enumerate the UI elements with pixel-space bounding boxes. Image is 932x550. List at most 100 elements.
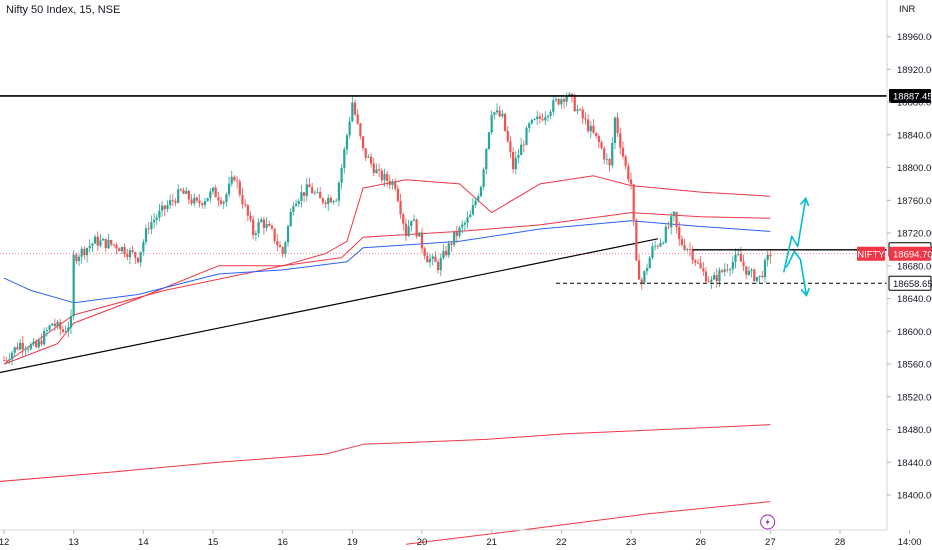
candle-body [680, 239, 684, 246]
replay-icon[interactable] [760, 514, 776, 530]
candle-body [712, 275, 716, 280]
price-tag [889, 88, 931, 103]
candle-body [584, 118, 587, 120]
candle-body [351, 102, 354, 122]
candle-body [645, 268, 649, 272]
candle-body [378, 169, 381, 171]
candle-body [24, 349, 27, 351]
candle-body [766, 254, 769, 261]
symbol-tag [857, 246, 885, 261]
candle-body [758, 275, 761, 277]
candle-body [131, 250, 134, 253]
candle-body [742, 261, 745, 267]
candle-body [702, 268, 705, 272]
candle-body [597, 135, 600, 143]
candle-body [396, 188, 399, 201]
candle-body [64, 331, 67, 332]
candle-body [463, 222, 466, 225]
candle-body [319, 192, 322, 199]
price-tick-label: 18800.00 [897, 163, 932, 174]
candle-body [67, 327, 70, 332]
price-tick-label: 18400.00 [897, 491, 932, 502]
candle-body [209, 191, 212, 199]
candle-body [139, 251, 142, 263]
candle-body [434, 256, 437, 262]
price-tick-label: 18720.00 [897, 229, 932, 240]
candle-body [447, 243, 450, 256]
candle-body [45, 330, 48, 332]
candle-body [48, 325, 51, 331]
candle-body [166, 205, 169, 210]
candle-body [383, 173, 386, 181]
candle-body [696, 262, 700, 264]
candle-body [75, 254, 78, 262]
candle-body [27, 349, 30, 351]
candle-body [343, 149, 346, 169]
candle-body [402, 214, 405, 224]
candle-body [142, 241, 145, 252]
candle-body [469, 214, 472, 218]
candle-body [276, 241, 279, 246]
candle-body [35, 341, 38, 348]
candle-body [482, 169, 485, 187]
price-tick-label: 18520.00 [897, 392, 932, 403]
candle-body [104, 238, 107, 249]
candle-body [426, 255, 429, 263]
candle-body [5, 360, 8, 361]
candle-body [750, 269, 753, 271]
candle-body [144, 228, 148, 242]
candle-body [2, 359, 6, 361]
candle-body [252, 219, 255, 235]
candle-body [608, 159, 611, 166]
candle-body [699, 262, 702, 269]
candle-body [286, 226, 290, 243]
candle-body [257, 222, 260, 234]
candle-body [21, 342, 24, 350]
candle-body [485, 148, 488, 170]
candle-body [249, 215, 252, 220]
candle-body [77, 256, 81, 262]
price-tag-label: 18887.45 [893, 91, 932, 102]
lightning-icon [765, 518, 770, 526]
candle-body [112, 244, 115, 246]
candle-body [691, 249, 694, 261]
candle-body [471, 205, 475, 215]
candle-body [578, 109, 582, 111]
candle-body [745, 266, 748, 275]
price-tick-label: 18760.00 [897, 196, 932, 207]
candle-body [479, 186, 483, 197]
candle-body [605, 159, 608, 160]
candle-body [541, 118, 544, 121]
candle-body [217, 197, 220, 201]
candle-body [273, 228, 276, 242]
time-tick-label: 12 [0, 537, 9, 548]
candle-body [10, 352, 14, 360]
moving-average-4 [405, 501, 771, 545]
candle-body [214, 187, 217, 198]
time-tick-label: 13 [68, 537, 79, 548]
candle-body [169, 200, 172, 206]
price-axis[interactable]: 18960.00 18920.00 18880.00 18840.00 18800.00… [886, 0, 932, 530]
candle-body [710, 279, 713, 282]
candle-body [498, 110, 501, 117]
candle-body [364, 148, 367, 158]
candle-body [134, 252, 137, 258]
candle-body [648, 257, 651, 269]
candle-body [262, 219, 266, 228]
candle-body [190, 199, 193, 204]
time-axis[interactable]: 12 13 14 15 16 19 20 21 22 23 26 27 28 14:00 [0, 529, 922, 548]
candle-body [536, 116, 539, 120]
candle-body [415, 219, 418, 237]
forecast-arrowhead [800, 287, 811, 297]
candle-body [761, 275, 764, 278]
candle-body [753, 269, 756, 281]
candle-body [193, 197, 196, 204]
candle-body [227, 183, 231, 195]
candle-body [56, 322, 59, 327]
candle-body [640, 279, 643, 283]
candle-body [13, 347, 16, 353]
forecast-arrows [782, 196, 811, 297]
